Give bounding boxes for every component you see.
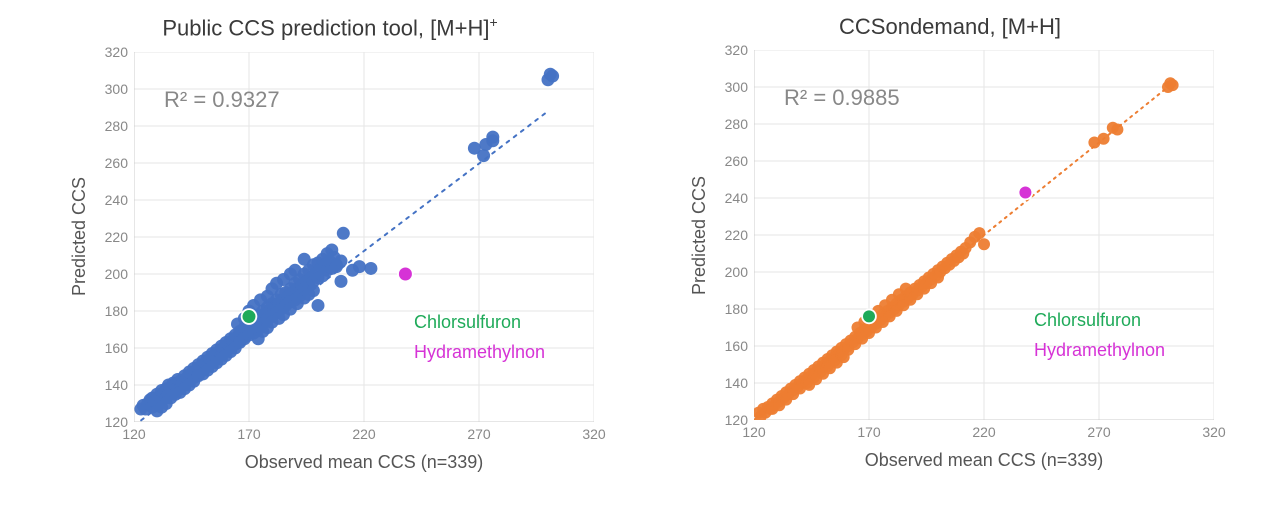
right-ylabel-cell: Predicted CCS [686, 50, 714, 420]
left-plot-area: R² = 0.9327 Chlorsulfuron Hydramethylnon [134, 52, 594, 422]
left-chart-title: Public CCS prediction tool, [M+H]+ [162, 14, 497, 42]
xtick-label: 320 [582, 426, 605, 442]
right-xticks: 120170220270320 [754, 420, 1214, 448]
ytick-label: 220 [105, 229, 128, 245]
xtick-label: 170 [237, 426, 260, 442]
xtick-label: 120 [122, 426, 145, 442]
xtick-label: 120 [742, 424, 765, 440]
ytick-label: 180 [105, 303, 128, 319]
ytick-label: 260 [105, 155, 128, 171]
xtick-label: 320 [1202, 424, 1225, 440]
ytick-label: 300 [725, 79, 748, 95]
right-yticks: 120140160180200220240260280300320 [714, 50, 754, 420]
chlorsulfuron-point [861, 309, 877, 325]
chlorsulfuron-point [241, 308, 258, 325]
ytick-label: 200 [725, 264, 748, 280]
right-panel: CCSondemand, [M+H] Predicted CCS 120 140 1… [660, 10, 1240, 482]
right-chart-wrap: Predicted CCS 120 140 160 180 200 220 240 260 28… [686, 50, 1214, 482]
ytick-label: 240 [105, 192, 128, 208]
left-ylabel: Predicted CCS [70, 177, 91, 296]
hydramethylnon-point [397, 265, 414, 282]
page-root: Public CCS prediction tool, [M+H]+ Predi… [0, 0, 1280, 527]
chlorsulfuron-legend: Chlorsulfuron [1034, 310, 1141, 331]
left-r2-label: R² = 0.9327 [164, 87, 280, 113]
xtick-label: 220 [352, 426, 375, 442]
ytick-label: 160 [725, 338, 748, 354]
left-ylabel-cell: Predicted CCS [66, 52, 94, 422]
right-xlabel: Observed mean CCS (n=339) [754, 448, 1214, 482]
ytick-label: 280 [105, 118, 128, 134]
right-ylabel: Predicted CCS [690, 176, 711, 295]
left-xticks: 120170220270320 [134, 422, 594, 450]
hydramethylnon-legend: Hydramethylnon [414, 342, 545, 363]
ytick-label: 160 [105, 340, 128, 356]
left-chart-wrap: Predicted CCS 120 140 160 180 200 220 240 260 28… [66, 52, 594, 484]
ytick-label: 320 [725, 42, 748, 58]
hydramethylnon-point [1018, 185, 1034, 201]
left-xlabel: Observed mean CCS (n=339) [134, 450, 594, 484]
right-r2-label: R² = 0.9885 [784, 85, 900, 111]
ytick-label: 240 [725, 190, 748, 206]
chlorsulfuron-legend: Chlorsulfuron [414, 312, 521, 333]
ytick-label: 140 [725, 375, 748, 391]
left-yticks: 120140160180200220240260280300320 [94, 52, 134, 422]
right-chart-title: CCSondemand, [M+H] [839, 14, 1061, 40]
xtick-label: 270 [1087, 424, 1110, 440]
ytick-label: 220 [725, 227, 748, 243]
left-panel: Public CCS prediction tool, [M+H]+ Predi… [40, 10, 620, 484]
ytick-label: 200 [105, 266, 128, 282]
ytick-label: 260 [725, 153, 748, 169]
hydramethylnon-legend: Hydramethylnon [1034, 340, 1165, 361]
xtick-label: 220 [972, 424, 995, 440]
ytick-label: 280 [725, 116, 748, 132]
ytick-label: 320 [105, 44, 128, 60]
ytick-label: 180 [725, 301, 748, 317]
xtick-label: 270 [467, 426, 490, 442]
ytick-label: 140 [105, 377, 128, 393]
ytick-label: 300 [105, 81, 128, 97]
xtick-label: 170 [857, 424, 880, 440]
right-plot-area: R² = 0.9885 Chlorsulfuron Hydramethylnon [754, 50, 1214, 420]
